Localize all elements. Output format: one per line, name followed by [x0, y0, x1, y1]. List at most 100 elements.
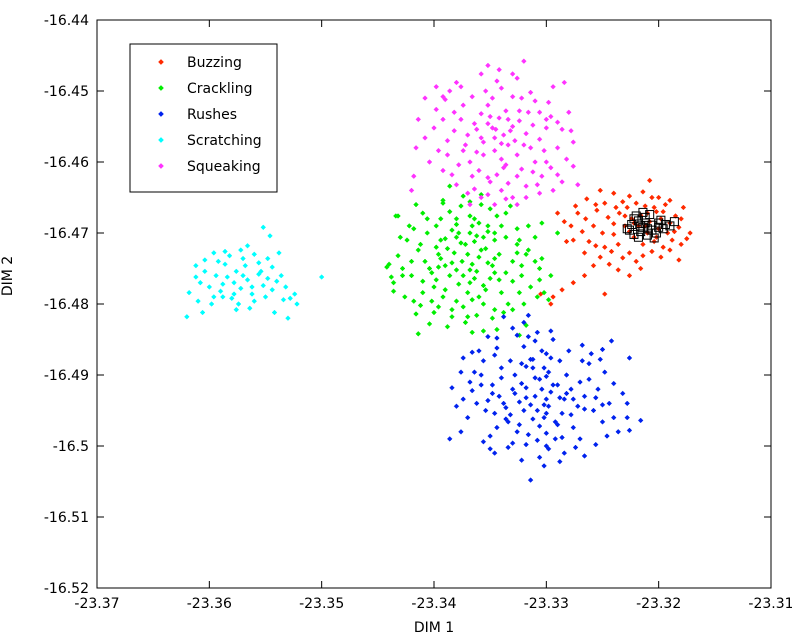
data-point	[462, 319, 469, 326]
data-point	[411, 225, 417, 232]
data-point	[435, 251, 442, 258]
data-point	[460, 102, 466, 108]
data-point	[384, 264, 390, 270]
data-point	[509, 278, 516, 285]
square-marker	[638, 207, 648, 217]
data-point	[233, 306, 240, 313]
data-point	[422, 258, 428, 265]
data-point	[505, 116, 511, 123]
data-point	[532, 98, 538, 104]
data-point	[485, 102, 491, 108]
data-point	[264, 275, 271, 282]
data-point	[597, 356, 604, 363]
data-point	[455, 230, 462, 236]
tick-labels-layer: -23.37 -23.36 -23.35 -23.34 -23.33 -23.32 -23.…	[44, 13, 792, 612]
data-point	[444, 137, 451, 144]
data-point	[543, 396, 550, 402]
x-tick-label: -23.36	[187, 596, 232, 612]
data-point	[446, 272, 453, 279]
data-point	[485, 223, 491, 229]
data-point	[613, 204, 619, 211]
data-point	[570, 163, 577, 170]
data-point	[487, 113, 493, 120]
data-point	[610, 190, 617, 196]
data-point	[563, 390, 570, 397]
data-point	[498, 85, 505, 91]
data-point	[637, 265, 644, 272]
data-point	[494, 345, 500, 351]
series-scratching	[184, 224, 325, 321]
data-point	[199, 309, 206, 316]
square-marker	[669, 217, 679, 227]
data-point	[491, 352, 498, 358]
data-point	[318, 274, 325, 280]
data-point	[660, 244, 666, 250]
data-point	[582, 216, 589, 222]
data-point	[238, 285, 244, 292]
data-point	[464, 132, 471, 138]
data-point	[599, 419, 606, 425]
data-point	[568, 128, 574, 134]
data-point	[440, 93, 446, 100]
data-point	[554, 421, 561, 428]
data-point	[478, 71, 484, 77]
data-point	[572, 444, 579, 451]
data-point	[530, 416, 536, 422]
series-squeaking	[408, 58, 581, 208]
data-point	[507, 128, 514, 134]
data-point	[509, 71, 516, 77]
data-point	[453, 234, 460, 241]
data-point	[523, 385, 529, 391]
data-point	[518, 360, 525, 367]
data-point	[525, 312, 532, 319]
square-marker	[633, 232, 643, 242]
data-point	[399, 272, 406, 279]
data-point	[521, 301, 527, 307]
square-markers-layer	[622, 207, 679, 243]
data-point	[543, 350, 550, 357]
data-point	[532, 393, 538, 400]
data-point	[608, 338, 615, 344]
data-point	[256, 260, 262, 266]
data-point	[498, 140, 505, 147]
data-point	[491, 450, 498, 456]
data-point	[671, 228, 678, 235]
data-point	[388, 274, 395, 280]
data-point	[431, 284, 437, 290]
data-point	[678, 216, 684, 222]
square-marker	[624, 225, 634, 235]
data-point	[543, 410, 550, 417]
data-point	[442, 287, 448, 293]
data-point	[211, 294, 217, 300]
data-point	[411, 173, 417, 179]
data-point	[568, 223, 574, 229]
data-point	[498, 289, 505, 296]
data-point	[262, 294, 269, 300]
data-point	[453, 216, 460, 222]
data-point	[561, 450, 568, 456]
data-point	[615, 429, 621, 435]
data-point	[449, 385, 455, 391]
data-point	[507, 412, 514, 418]
data-point	[496, 251, 502, 258]
data-point	[473, 233, 480, 239]
data-point	[586, 238, 592, 245]
data-point	[543, 125, 550, 131]
data-point	[543, 116, 550, 123]
data-point	[458, 369, 464, 375]
series-crackling	[384, 183, 561, 338]
data-point	[503, 210, 509, 216]
data-point	[487, 206, 493, 212]
data-point	[518, 272, 525, 279]
data-point	[433, 106, 440, 113]
legend-label: Crackling	[187, 81, 252, 97]
data-point	[496, 277, 502, 283]
data-point	[282, 284, 289, 290]
data-point	[554, 172, 561, 178]
data-point	[444, 245, 451, 252]
data-point	[244, 243, 251, 249]
data-point	[563, 238, 570, 245]
data-point	[552, 436, 559, 442]
data-point	[451, 109, 457, 116]
data-point	[523, 441, 529, 448]
